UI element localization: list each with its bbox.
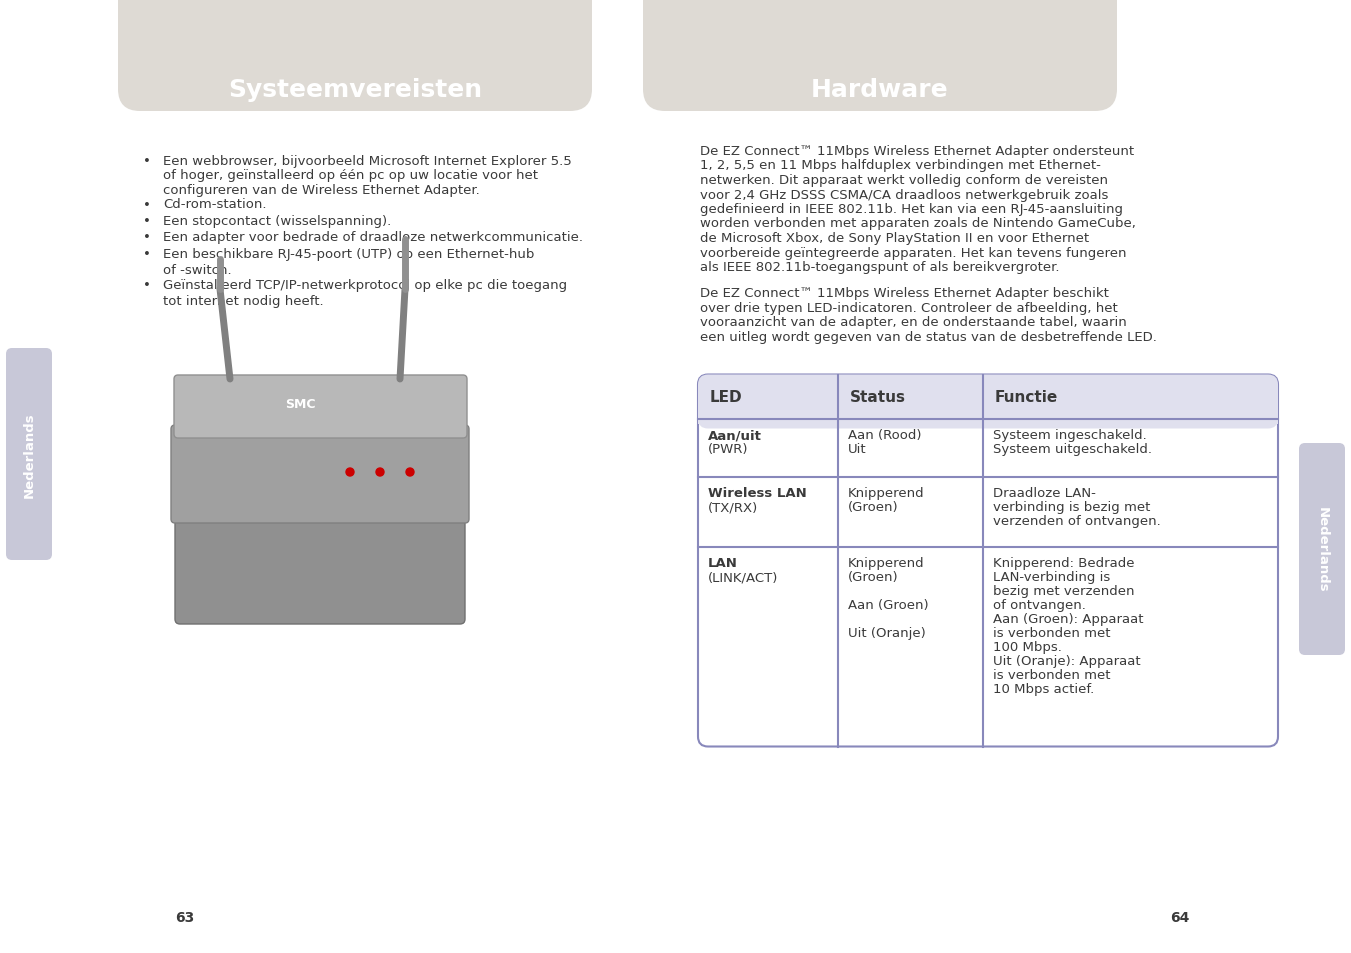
FancyBboxPatch shape: [174, 375, 467, 438]
Text: de Microsoft Xbox, de Sony PlayStation II en voor Ethernet: de Microsoft Xbox, de Sony PlayStation I…: [700, 232, 1089, 245]
Text: worden verbonden met apparaten zoals de Nintendo GameCube,: worden verbonden met apparaten zoals de …: [700, 217, 1136, 231]
FancyBboxPatch shape: [698, 375, 1278, 747]
Text: 1, 2, 5,5 en 11 Mbps halfduplex verbindingen met Ethernet-: 1, 2, 5,5 en 11 Mbps halfduplex verbindi…: [700, 159, 1101, 172]
Text: netwerken. Dit apparaat werkt volledig conform de vereisten: netwerken. Dit apparaat werkt volledig c…: [700, 173, 1108, 187]
Text: tot internet nodig heeft.: tot internet nodig heeft.: [163, 295, 324, 308]
Text: 10 Mbps actief.: 10 Mbps actief.: [993, 682, 1094, 696]
Text: Aan (Groen): Aan (Groen): [848, 598, 928, 612]
Text: LED: LED: [711, 390, 743, 405]
Text: over drie typen LED-indicatoren. Controleer de afbeelding, het: over drie typen LED-indicatoren. Control…: [700, 302, 1117, 314]
Text: SMC: SMC: [285, 398, 315, 411]
Text: Een webbrowser, bijvoorbeeld Microsoft Internet Explorer 5.5: Een webbrowser, bijvoorbeeld Microsoft I…: [163, 154, 571, 168]
Text: is verbonden met: is verbonden met: [993, 627, 1111, 639]
Text: verzenden of ontvangen.: verzenden of ontvangen.: [993, 515, 1161, 528]
Text: Hardware: Hardware: [811, 78, 948, 102]
Text: (Groen): (Groen): [848, 571, 898, 584]
Text: 64: 64: [1170, 910, 1189, 924]
Text: Een adapter voor bedrade of draadloze netwerkcommunicatie.: Een adapter voor bedrade of draadloze ne…: [163, 232, 584, 244]
Text: •: •: [143, 198, 151, 212]
Text: (LINK/ACT): (LINK/ACT): [708, 571, 778, 584]
FancyBboxPatch shape: [176, 495, 465, 624]
Text: 63: 63: [176, 910, 195, 924]
Text: Knipperend: Knipperend: [848, 557, 924, 570]
Text: Functie: Functie: [994, 390, 1058, 405]
Text: Nederlands: Nederlands: [23, 412, 35, 497]
FancyBboxPatch shape: [172, 426, 469, 523]
Circle shape: [376, 469, 384, 476]
Text: voor 2,4 GHz DSSS CSMA/CA draadloos netwerkgebruik zoals: voor 2,4 GHz DSSS CSMA/CA draadloos netw…: [700, 189, 1108, 201]
Text: LAN-verbinding is: LAN-verbinding is: [993, 571, 1111, 584]
Text: Systeemvereisten: Systeemvereisten: [228, 78, 482, 102]
Text: Geïnstalleerd TCP/IP-netwerkprotocol op elke pc die toegang: Geïnstalleerd TCP/IP-netwerkprotocol op …: [163, 278, 567, 292]
FancyBboxPatch shape: [118, 0, 592, 112]
FancyBboxPatch shape: [698, 375, 1278, 429]
Text: (TX/RX): (TX/RX): [708, 501, 758, 514]
FancyBboxPatch shape: [643, 0, 1117, 112]
FancyBboxPatch shape: [1300, 443, 1346, 656]
Text: Knipperend: Knipperend: [848, 487, 924, 500]
Text: Uit (Oranje): Uit (Oranje): [848, 627, 925, 639]
Text: Wireless LAN: Wireless LAN: [708, 487, 807, 500]
Text: als IEEE 802.11b-toegangspunt of als bereikvergroter.: als IEEE 802.11b-toegangspunt of als ber…: [700, 261, 1059, 274]
Text: Nederlands: Nederlands: [1316, 507, 1328, 592]
Text: •: •: [143, 154, 151, 168]
Text: vooraanzicht van de adapter, en de onderstaande tabel, waarin: vooraanzicht van de adapter, en de onder…: [700, 316, 1127, 329]
Text: •: •: [143, 232, 151, 244]
Text: •: •: [143, 248, 151, 261]
Text: configureren van de Wireless Ethernet Adapter.: configureren van de Wireless Ethernet Ad…: [163, 184, 480, 196]
Text: 100 Mbps.: 100 Mbps.: [993, 640, 1062, 654]
Text: De EZ Connect™ 11Mbps Wireless Ethernet Adapter ondersteunt: De EZ Connect™ 11Mbps Wireless Ethernet …: [700, 145, 1133, 158]
Text: (Groen): (Groen): [848, 501, 898, 514]
Text: Een stopcontact (wisselspanning).: Een stopcontact (wisselspanning).: [163, 214, 392, 228]
Text: Aan/uit: Aan/uit: [708, 429, 762, 442]
Text: LAN: LAN: [708, 557, 738, 570]
Text: voorbereide geïntegreerde apparaten. Het kan tevens fungeren: voorbereide geïntegreerde apparaten. Het…: [700, 246, 1127, 259]
Text: Aan (Groen): Apparaat: Aan (Groen): Apparaat: [993, 613, 1143, 626]
Text: Systeem ingeschakeld.: Systeem ingeschakeld.: [993, 429, 1147, 442]
Text: Een beschikbare RJ-45-poort (UTP) op een Ethernet-hub: Een beschikbare RJ-45-poort (UTP) op een…: [163, 248, 535, 261]
FancyBboxPatch shape: [5, 349, 51, 560]
Text: is verbonden met: is verbonden met: [993, 669, 1111, 681]
Circle shape: [346, 469, 354, 476]
Text: •: •: [143, 214, 151, 228]
Text: Uit: Uit: [848, 443, 866, 456]
Text: Knipperend: Bedrade: Knipperend: Bedrade: [993, 557, 1135, 570]
Text: een uitleg wordt gegeven van de status van de desbetreffende LED.: een uitleg wordt gegeven van de status v…: [700, 331, 1156, 344]
Text: Systeem uitgeschakeld.: Systeem uitgeschakeld.: [993, 443, 1152, 456]
Text: bezig met verzenden: bezig met verzenden: [993, 585, 1135, 598]
Circle shape: [407, 469, 413, 476]
Text: of ontvangen.: of ontvangen.: [993, 598, 1086, 612]
Text: De EZ Connect™ 11Mbps Wireless Ethernet Adapter beschikt: De EZ Connect™ 11Mbps Wireless Ethernet …: [700, 287, 1109, 300]
Text: (PWR): (PWR): [708, 443, 748, 456]
Text: •: •: [143, 278, 151, 292]
Text: Status: Status: [850, 390, 907, 405]
Text: of hoger, geïnstalleerd op één pc op uw locatie voor het: of hoger, geïnstalleerd op één pc op uw …: [163, 170, 538, 182]
Text: gedefinieerd in IEEE 802.11b. Het kan via een RJ-45-aansluiting: gedefinieerd in IEEE 802.11b. Het kan vi…: [700, 203, 1123, 215]
Text: verbinding is bezig met: verbinding is bezig met: [993, 501, 1150, 514]
Text: of -switch.: of -switch.: [163, 264, 231, 277]
Text: Draadloze LAN-: Draadloze LAN-: [993, 487, 1096, 500]
Bar: [698, 397, 1278, 424]
Text: Uit (Oranje): Apparaat: Uit (Oranje): Apparaat: [993, 655, 1140, 668]
Text: Aan (Rood): Aan (Rood): [848, 429, 921, 442]
Text: Cd-rom-station.: Cd-rom-station.: [163, 198, 266, 212]
